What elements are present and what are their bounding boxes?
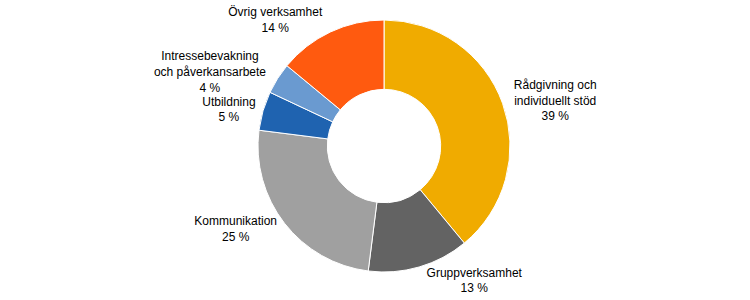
svg-text:Kommunikation25 %: Kommunikation25 % [194,214,277,244]
svg-text:Gruppverksamhet13 %: Gruppverksamhet13 % [427,266,523,296]
svg-text:Utbildning5 %: Utbildning5 % [202,95,255,125]
svg-text:Övrig verksamhet14 %: Övrig verksamhet14 % [228,5,323,35]
svg-text:Intressebevakningoch påverkans: Intressebevakningoch påverkansarbete4 % [154,49,266,94]
svg-text:Rådgivning ochindividuellt stö: Rådgivning ochindividuellt stöd39 % [514,78,597,123]
